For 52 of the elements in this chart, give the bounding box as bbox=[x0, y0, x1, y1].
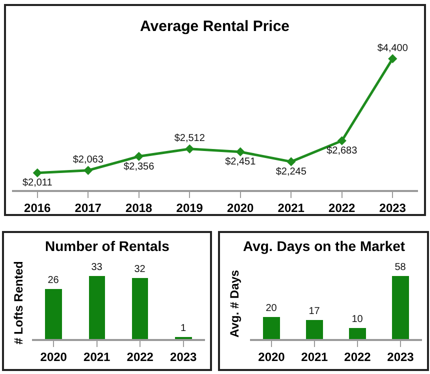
point bbox=[32, 168, 42, 178]
data-label: 20 bbox=[266, 303, 278, 314]
point bbox=[337, 136, 346, 146]
data-label: 32 bbox=[134, 264, 146, 275]
x-tick-label: 2021 bbox=[84, 350, 111, 364]
data-label: $2,063 bbox=[72, 154, 104, 166]
data-label: $2,512 bbox=[174, 133, 206, 144]
bar bbox=[349, 328, 366, 339]
x-tick-label: 2016 bbox=[24, 201, 52, 216]
data-label: 26 bbox=[48, 275, 60, 286]
x-tick-label: 2020 bbox=[258, 350, 286, 364]
data-label: $2,683 bbox=[326, 146, 358, 157]
x-tick-label: 2017 bbox=[74, 201, 102, 216]
x-tick-label: 2023 bbox=[387, 350, 414, 364]
chart-title: Average Rental Price bbox=[140, 18, 290, 35]
data-label: $2,245 bbox=[276, 166, 307, 178]
point bbox=[236, 147, 245, 156]
data-label: $4,400 bbox=[377, 42, 408, 54]
bar bbox=[45, 289, 62, 339]
data-label: 1 bbox=[180, 323, 186, 334]
data-label: 58 bbox=[394, 262, 406, 273]
x-tick-label: 2022 bbox=[328, 201, 356, 216]
point bbox=[134, 152, 144, 161]
data-label: $2,451 bbox=[225, 156, 256, 168]
x-tick-label: 2022 bbox=[344, 350, 372, 364]
bar bbox=[263, 317, 280, 339]
y-axis-title: Avg. # Days bbox=[228, 270, 242, 338]
x-tick-label: 2022 bbox=[126, 350, 154, 364]
data-label: 17 bbox=[308, 306, 320, 317]
data-label: 33 bbox=[91, 262, 103, 273]
data-label: $2,011 bbox=[22, 178, 53, 189]
x-tick-label: 2019 bbox=[176, 201, 204, 216]
bar bbox=[306, 320, 323, 339]
data-label: $2,356 bbox=[124, 161, 155, 172]
x-tick-label: 2021 bbox=[278, 201, 305, 216]
point bbox=[388, 54, 398, 64]
point bbox=[84, 166, 93, 175]
x-tick-label: 2023 bbox=[379, 201, 406, 216]
x-tick-label: 2021 bbox=[301, 350, 328, 364]
bar bbox=[132, 278, 148, 339]
bar bbox=[89, 276, 105, 339]
bar bbox=[392, 276, 409, 339]
point bbox=[185, 144, 194, 154]
chart-title: Avg. Days on the Market bbox=[243, 238, 406, 254]
chart-title: Number of Rentals bbox=[45, 238, 170, 254]
point bbox=[286, 157, 296, 166]
x-tick-label: 2023 bbox=[170, 350, 198, 364]
data-label: 10 bbox=[352, 314, 364, 325]
x-tick-label: 2018 bbox=[126, 201, 153, 216]
x-tick-label: 2020 bbox=[227, 201, 254, 216]
y-axis-title: # Lofts Rented bbox=[12, 261, 26, 344]
x-tick-label: 2020 bbox=[40, 350, 68, 364]
